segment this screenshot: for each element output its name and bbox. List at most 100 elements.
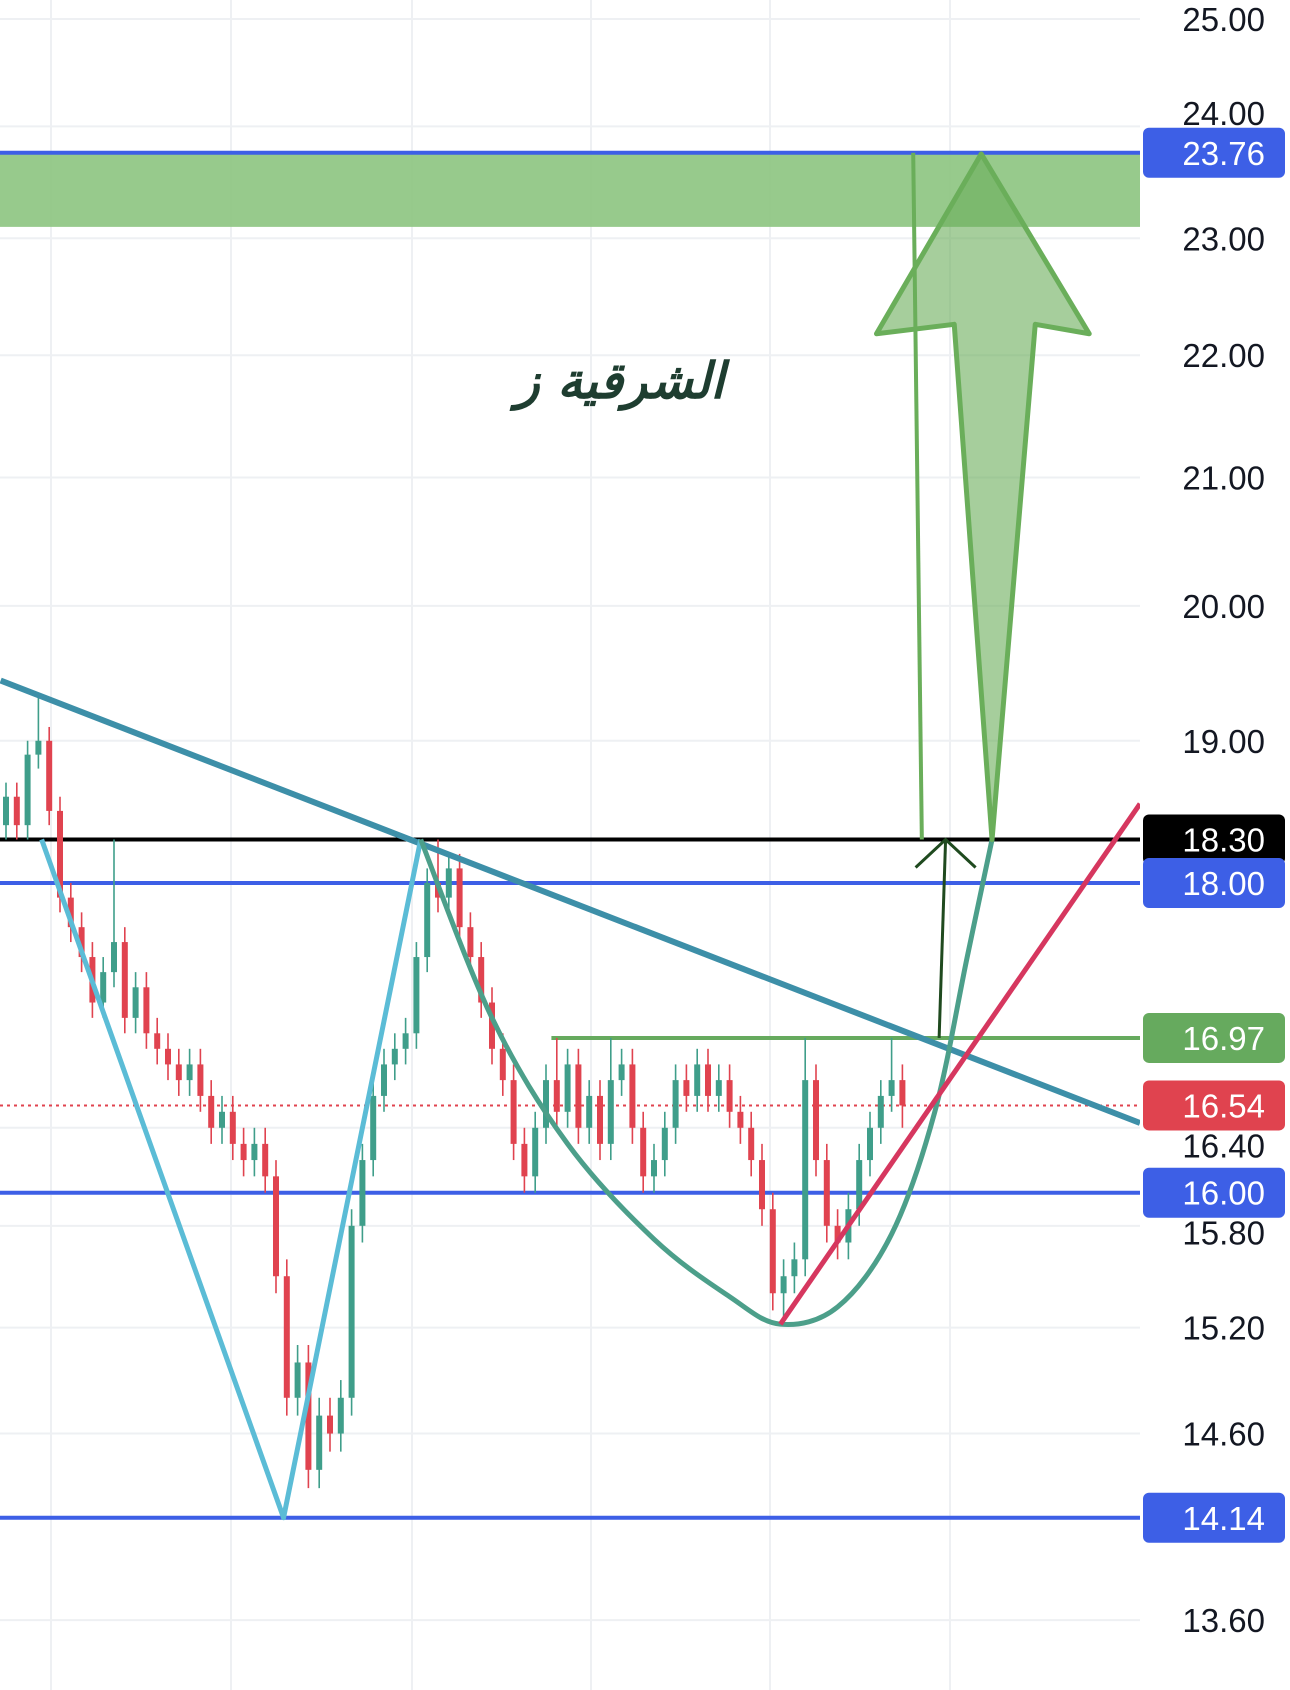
candle (413, 942, 420, 1049)
candle (165, 1033, 171, 1081)
candle-body (445, 868, 452, 898)
candle-body (575, 1064, 582, 1128)
candle-body (705, 1064, 711, 1096)
candle-body (143, 987, 150, 1034)
candle-body (618, 1064, 625, 1081)
candle (186, 1048, 193, 1096)
price-badge: 18.00 (1143, 857, 1285, 908)
candle-body (132, 987, 139, 1018)
price-badge: 16.00 (1143, 1167, 1285, 1218)
candle-body (165, 1048, 171, 1065)
candle (273, 1160, 279, 1294)
candle-body (57, 810, 63, 898)
candle-body (273, 1176, 279, 1277)
candle (305, 1344, 312, 1489)
y-tick-label: 19.00 (1182, 723, 1265, 760)
candle-body (100, 972, 107, 1003)
candle-body (877, 1095, 884, 1128)
candle (337, 1380, 344, 1452)
candle-body (510, 1080, 517, 1144)
candle (402, 1017, 409, 1065)
candle-body (694, 1064, 701, 1096)
candle-body (672, 1080, 679, 1128)
candle-body (651, 1160, 657, 1177)
candle-body (219, 1111, 225, 1128)
candle (13, 782, 20, 840)
candle-body (240, 1143, 247, 1161)
candle (521, 1127, 528, 1193)
price-badge-bg (1143, 127, 1285, 178)
candle (834, 1209, 841, 1260)
candle (381, 1048, 387, 1112)
candle (694, 1048, 701, 1112)
candle-body (737, 1111, 744, 1128)
candle-body (46, 740, 53, 811)
candle-body (586, 1095, 593, 1128)
candle (262, 1127, 269, 1193)
candle (283, 1259, 290, 1416)
descending-trendline (0, 677, 1142, 1126)
candle (229, 1095, 236, 1161)
candle (543, 1064, 549, 1144)
candle (607, 1037, 614, 1161)
price-badge-bg (1143, 1492, 1285, 1543)
candle (510, 1064, 517, 1161)
y-tick-label: 15.80 (1182, 1215, 1265, 1252)
candle-body (413, 957, 420, 1034)
candle-body (337, 1397, 344, 1434)
candle-body (391, 1048, 398, 1065)
candle-body (780, 1276, 787, 1294)
candle-body (111, 942, 117, 973)
price-badge-label: 16.54 (1182, 1087, 1265, 1124)
candle (791, 1242, 798, 1294)
candle-body (521, 1143, 528, 1177)
y-tick-label: 23.00 (1182, 220, 1265, 257)
candle (769, 1192, 776, 1311)
candle (78, 912, 85, 973)
candle (111, 839, 117, 988)
candle (316, 1397, 323, 1489)
price-badge-label: 18.30 (1182, 821, 1265, 858)
candle (780, 1259, 787, 1325)
candle (154, 1017, 161, 1065)
candle-body (186, 1064, 193, 1081)
candle (478, 942, 485, 1018)
y-tick-label: 20.00 (1182, 588, 1265, 625)
candle (899, 1064, 906, 1128)
candle (327, 1397, 333, 1452)
candle-body (888, 1080, 895, 1096)
candle (359, 1143, 366, 1243)
breakout-arrow-shaft (937, 839, 948, 1038)
candle-body (543, 1080, 549, 1128)
price-badge: 16.54 (1143, 1080, 1285, 1131)
candle (132, 972, 139, 1034)
price-badge-label: 14.14 (1182, 1500, 1265, 1537)
price-badge-bg (1143, 857, 1285, 908)
breakout-arrow-head (914, 837, 977, 869)
candle-body (748, 1127, 755, 1161)
candle (3, 782, 9, 840)
candle-body (726, 1080, 733, 1112)
candle (197, 1048, 204, 1112)
price-badge: 18.30 (1143, 814, 1285, 865)
price-badge-bg (1143, 1012, 1285, 1063)
y-tick-label: 15.20 (1182, 1310, 1265, 1347)
candle-body (251, 1143, 258, 1161)
candle (532, 1111, 539, 1193)
candle (737, 1095, 744, 1144)
candle (748, 1111, 755, 1177)
y-tick-label: 21.00 (1182, 460, 1265, 497)
candle-body (802, 1080, 809, 1260)
candle-body (467, 927, 474, 958)
candle (888, 1037, 895, 1112)
candle (294, 1344, 301, 1416)
candle (564, 1048, 571, 1128)
candle-body (370, 1095, 377, 1161)
candle (802, 1037, 809, 1277)
candle-body (834, 1225, 841, 1243)
y-tick-label: 25.00 (1182, 1, 1265, 38)
candle-body (24, 754, 31, 826)
candle (586, 1080, 593, 1144)
